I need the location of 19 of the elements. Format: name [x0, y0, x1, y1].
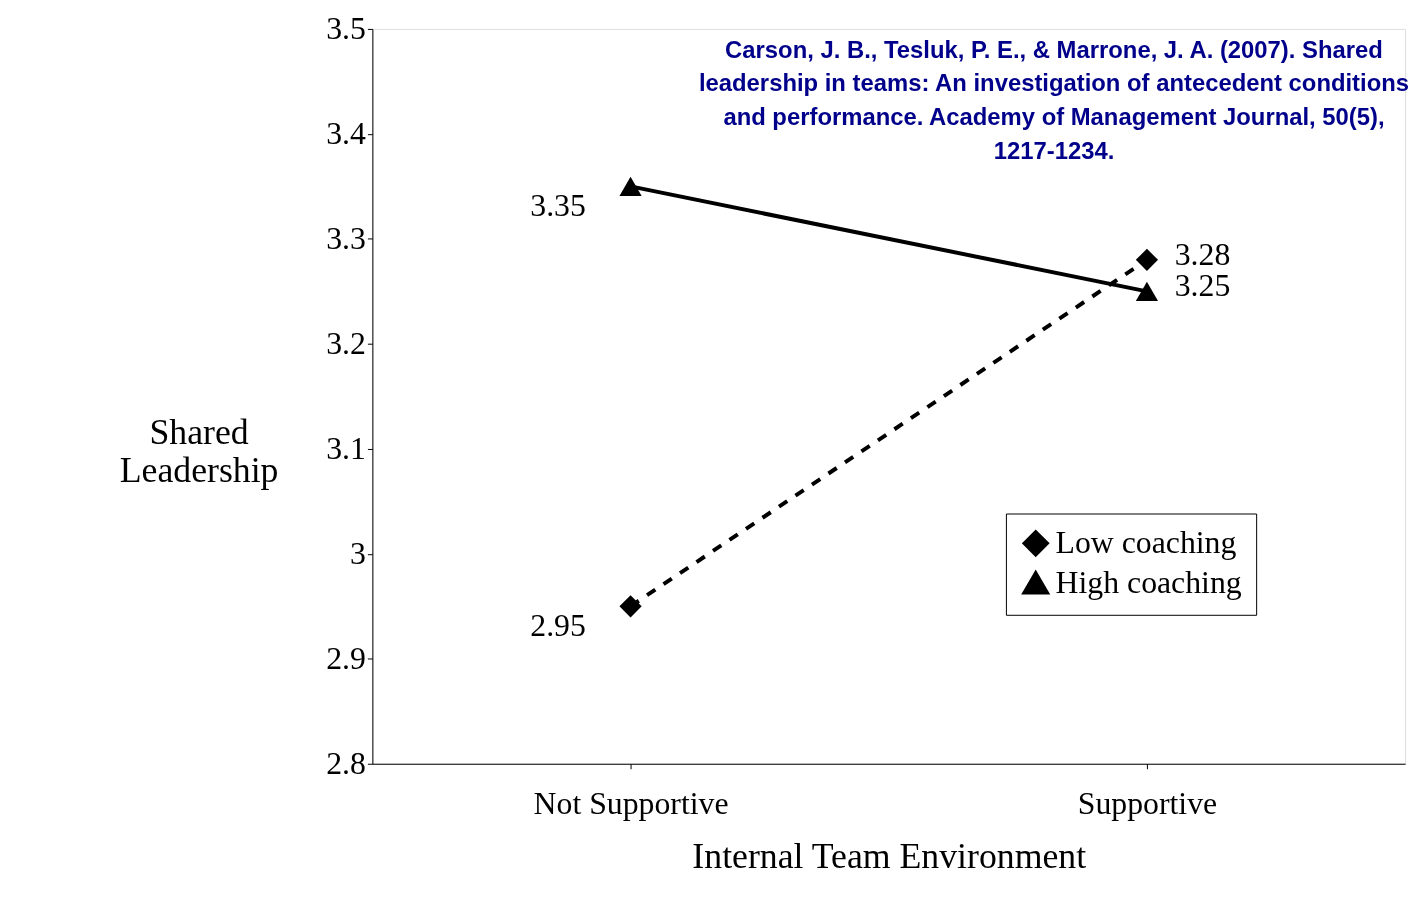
annotation: Carson, J. B., Tesluk, P. E., & Marrone, J. A. (2007). Shared leadership in teams: An investigation of antecedent conditions and performance. Academy of Management Journal, 50(5), 1217-1234. — [698, 35, 1410, 164]
y-axis-title: Shared Leadership — [119, 412, 279, 491]
data-label: 2.95 — [530, 608, 586, 644]
x-axis-title: Internal Team Environment — [692, 835, 1087, 876]
y-tick-label: 3.1 — [326, 431, 366, 467]
y-tick-label: 3 — [350, 536, 366, 572]
legend-label: High coaching — [1055, 564, 1242, 600]
y-tick-label: 2.9 — [326, 641, 366, 677]
x-tick-label: Supportive — [1077, 785, 1218, 821]
y-tick-label: 3.5 — [326, 11, 366, 47]
legend-label: Low coaching — [1055, 525, 1237, 561]
y-tick-label: 3.2 — [326, 326, 366, 362]
point — [619, 595, 642, 618]
x-tick-label: Not Supportive — [533, 785, 729, 821]
data-label: 3.35 — [530, 188, 586, 224]
y-tick-label: 2.8 — [326, 746, 366, 782]
y-tick-label: 3.3 — [326, 221, 366, 257]
y-tick-label: 3.4 — [326, 116, 367, 152]
point — [1135, 248, 1159, 271]
